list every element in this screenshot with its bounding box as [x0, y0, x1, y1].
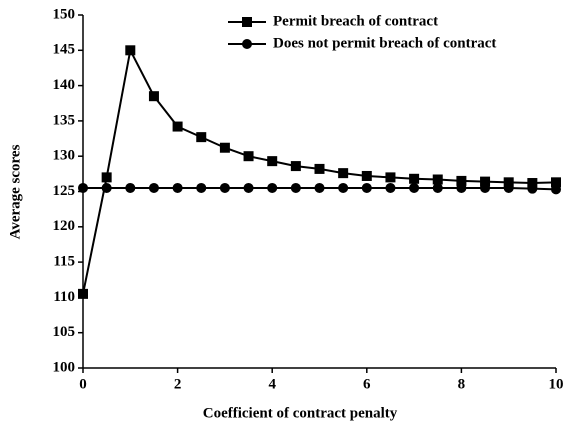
marker	[125, 182, 136, 193]
marker	[243, 182, 254, 193]
marker	[456, 182, 467, 193]
marker	[409, 182, 420, 193]
legend-label: Does not permit breach of contract	[273, 35, 496, 51]
marker	[338, 182, 349, 193]
marker	[78, 182, 88, 193]
marker	[385, 182, 396, 193]
marker	[432, 174, 443, 185]
marker	[503, 177, 514, 188]
y-tick-label: 145	[53, 42, 76, 58]
marker	[503, 182, 514, 193]
marker	[432, 182, 443, 193]
marker	[480, 182, 491, 193]
x-axis-label: Coefficient of contract penalty	[203, 405, 398, 421]
marker	[314, 182, 325, 193]
x-tick-label: 4	[268, 376, 276, 392]
marker	[172, 121, 183, 132]
y-tick-label: 125	[53, 183, 76, 199]
x-tick-label: 0	[79, 376, 87, 392]
legend-marker	[242, 17, 252, 27]
x-tick-label: 10	[549, 376, 564, 392]
marker	[527, 183, 538, 194]
marker	[290, 161, 301, 172]
legend-marker	[242, 39, 252, 49]
marker	[196, 182, 207, 193]
y-tick-label: 100	[53, 359, 76, 375]
y-tick-label: 110	[53, 289, 75, 305]
y-tick-label: 130	[53, 148, 76, 164]
marker	[196, 132, 207, 143]
marker	[148, 91, 159, 102]
y-axis-label: Average scores	[7, 144, 23, 239]
x-tick-label: 8	[458, 376, 466, 392]
marker	[148, 182, 159, 193]
marker	[243, 151, 254, 162]
marker	[101, 172, 112, 183]
marker	[314, 163, 325, 174]
y-tick-label: 105	[53, 324, 76, 340]
marker	[456, 175, 467, 186]
x-tick-label: 6	[363, 376, 371, 392]
y-tick-label: 115	[53, 254, 75, 270]
x-tick-label: 2	[174, 376, 182, 392]
marker	[551, 177, 561, 188]
marker	[267, 182, 278, 193]
marker	[219, 182, 230, 193]
y-tick-label: 135	[53, 112, 76, 128]
marker	[361, 182, 372, 193]
marker	[480, 176, 491, 187]
marker	[125, 45, 136, 56]
marker	[409, 173, 420, 184]
legend-label: Permit breach of contract	[273, 13, 438, 29]
marker	[101, 182, 112, 193]
marker	[361, 170, 372, 181]
marker	[172, 182, 183, 193]
marker	[338, 168, 349, 179]
y-tick-label: 140	[53, 77, 76, 93]
marker	[385, 172, 396, 183]
marker	[219, 142, 230, 153]
marker	[78, 288, 88, 299]
marker	[527, 178, 538, 189]
marker	[290, 182, 301, 193]
marker	[551, 184, 561, 195]
y-tick-label: 120	[53, 218, 76, 234]
y-tick-label: 150	[53, 6, 76, 22]
marker	[267, 156, 278, 167]
